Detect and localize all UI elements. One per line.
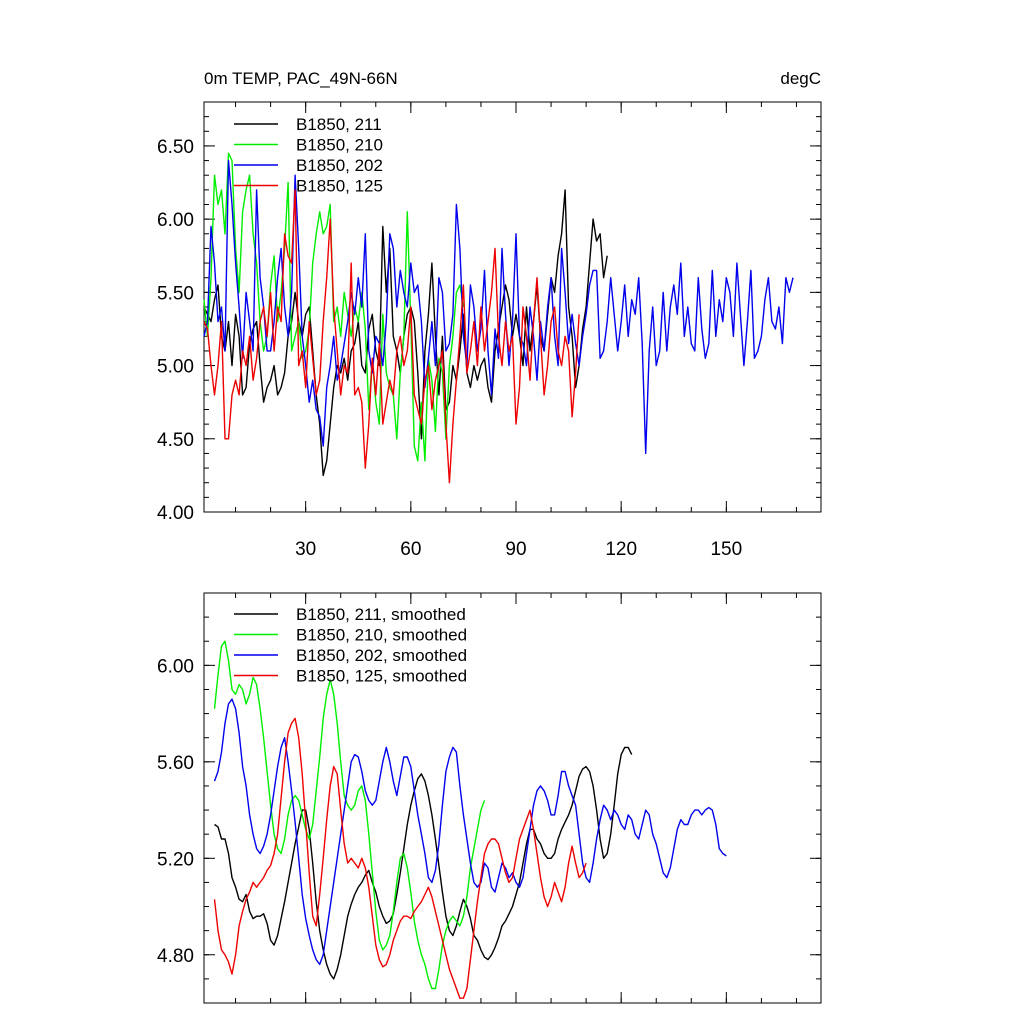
series-line-b1850-202-smoothed [213, 698, 727, 966]
series-line-b1850-211-smoothed [214, 746, 633, 980]
legend-label: B1850, 210 [296, 136, 383, 155]
series-line-b1850-211 [203, 189, 608, 477]
x-tick-label: 30 [295, 539, 316, 560]
y-tick-label: 4.00 [157, 503, 194, 524]
x-tick-label: 120 [605, 539, 637, 560]
x-tick-label: 60 [400, 539, 421, 560]
plot-frame [203, 592, 822, 1004]
series-line-b1850-202 [203, 159, 794, 455]
y-tick-label: 5.00 [157, 357, 194, 378]
legend-label: B1850, 125, smoothed [296, 667, 467, 686]
y-tick-label: 4.50 [157, 430, 194, 451]
top-panel: 30 60 90 120 150 4.00 4.50 5.00 5.50 6.00 6.50 B185… [157, 101, 822, 560]
series-line-b1850-125 [203, 189, 580, 484]
series-line-b1850-210-smoothed [213, 640, 486, 990]
bottom-panel: 4.80 5.20 5.60 6.00 B1850, 211, smoothed B185… [157, 592, 822, 1004]
y-tick-label: 5.60 [157, 753, 194, 774]
x-tick-label: 90 [505, 539, 526, 560]
y-tick-label: 6.00 [157, 656, 194, 677]
y-tick-label: 6.50 [157, 137, 194, 158]
y-tick-label: 4.80 [157, 946, 194, 967]
legend-label: B1850, 211, smoothed [296, 605, 466, 624]
y-tick-label: 6.00 [157, 210, 194, 231]
x-tick-label: 150 [710, 539, 742, 560]
legend-label: B1850, 210, smoothed [296, 626, 467, 645]
y-tick-label: 5.50 [157, 283, 194, 304]
legend-label: B1850, 202 [296, 156, 383, 175]
legend-label: B1850, 211 [296, 115, 382, 134]
series-line-b1850-125-smoothed [213, 717, 587, 999]
legend-label: B1850, 125 [296, 177, 383, 196]
y-tick-label: 5.20 [157, 849, 194, 870]
legend-label: B1850, 202, smoothed [296, 646, 467, 665]
chart-title: 0m TEMP, PAC_49N-66N [204, 69, 398, 88]
units-label: degC [780, 69, 821, 88]
